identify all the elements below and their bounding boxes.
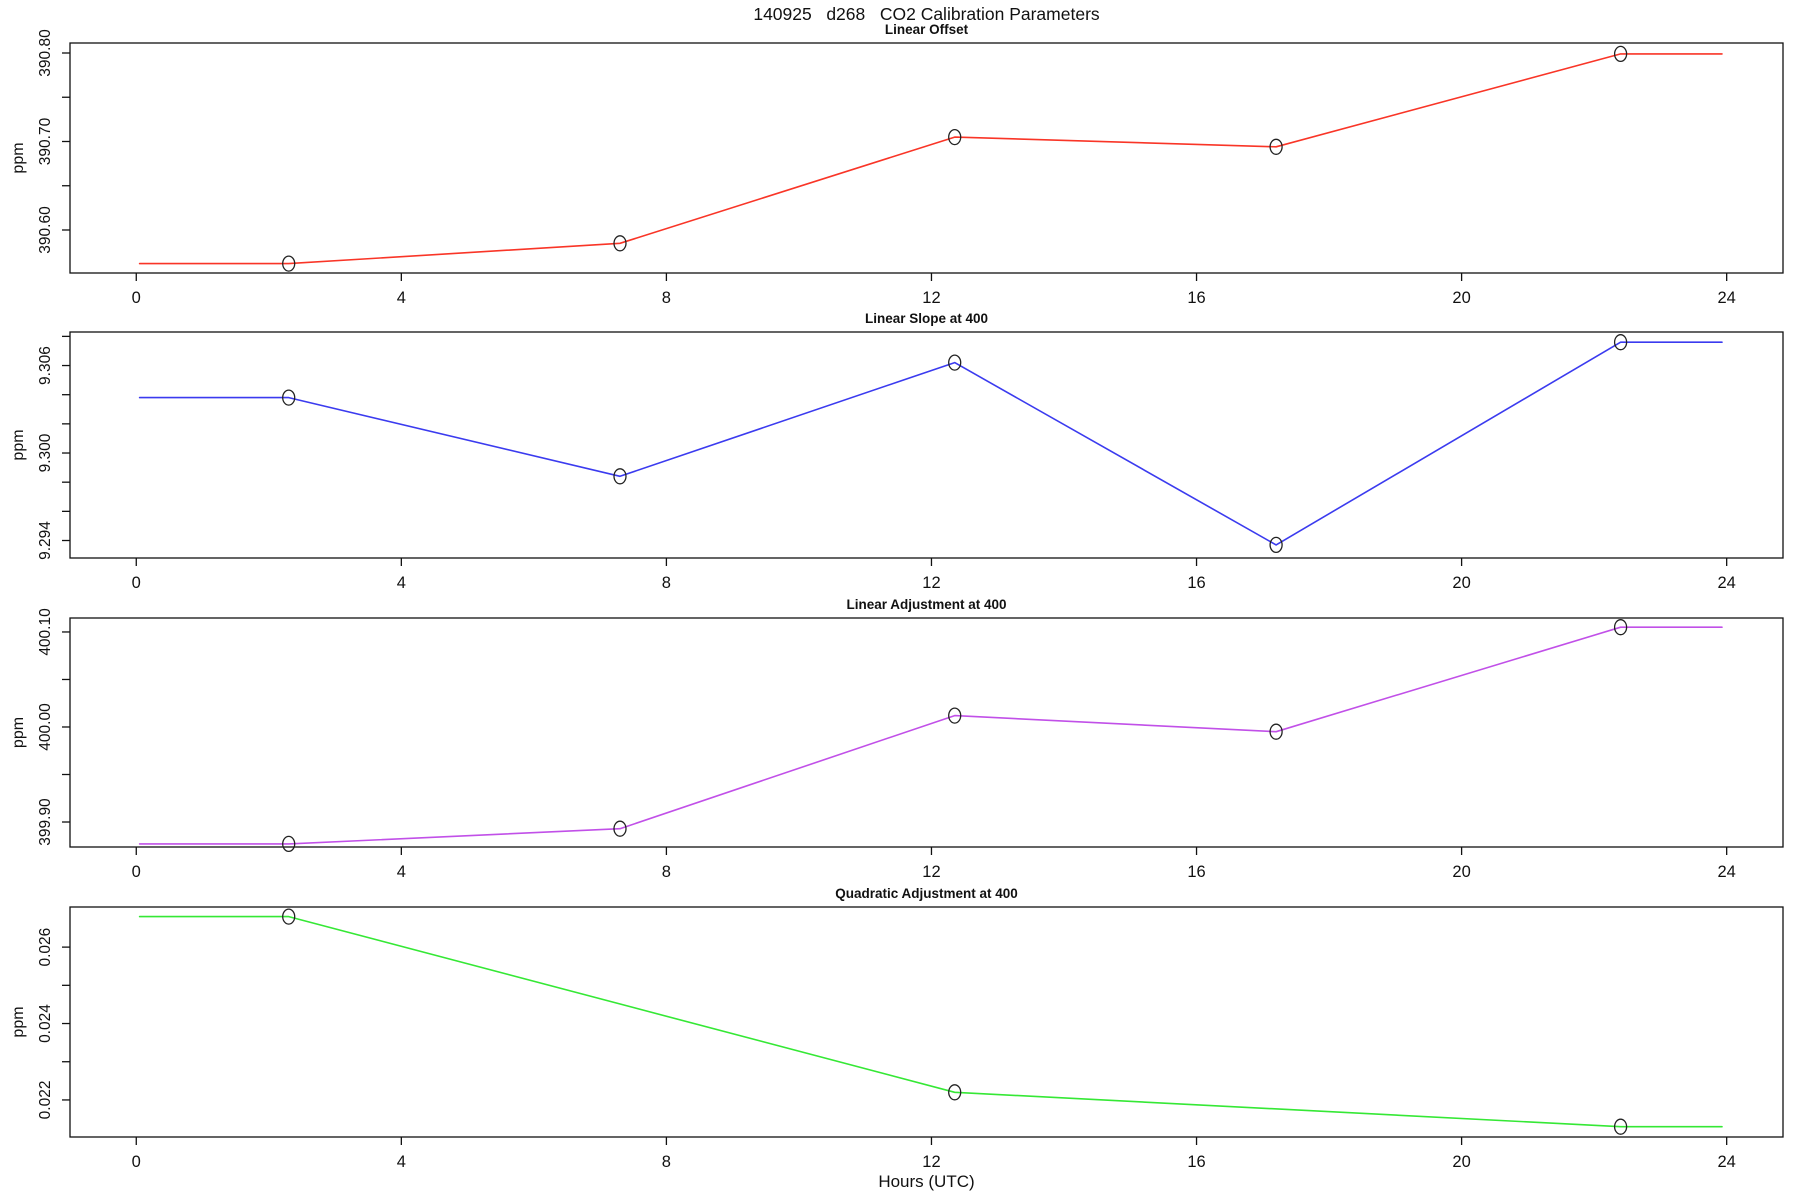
y-tick-label: 9.300 [37,433,54,472]
y-tick-label: 390.70 [37,117,54,165]
data-point-marker [948,1084,962,1101]
x-tick-label: 16 [1187,1153,1205,1171]
y-axis-title: ppm [10,1006,27,1037]
plot-box [69,42,1784,274]
x-tick-label: 24 [1717,863,1735,881]
x-tick-label: 0 [132,863,141,881]
x-axis: 0 4 8 12 16 20 24 [132,1137,1736,1171]
x-tick-label: 4 [397,289,406,307]
x-tick-label: 16 [1187,863,1205,881]
data-point-marker [613,820,627,837]
plot-box [69,617,1784,848]
x-tick-label: 12 [922,574,940,592]
y-axis: 390.60 390.70 390.80 [37,29,70,254]
plot-box [69,331,1784,559]
x-tick-label: 8 [662,1153,671,1171]
data-point-marker [1269,723,1283,740]
data-point-marker [613,468,627,485]
y-tick-label: 0.022 [37,1081,54,1120]
panel-linear-adjustment-at-400: Linear Adjustment at 400 399.90 400.00 400.… [10,597,1784,881]
x-tick-label: 0 [132,574,141,592]
panel-title: Linear Offset [885,22,969,37]
page-title: 140925 d268 CO2 Calibration Parameters [753,4,1100,24]
x-axis: 0 4 8 12 16 20 24 [132,273,1736,307]
data-point-marker [282,389,296,406]
y-tick-label: 399.90 [37,798,54,846]
panel-linear-slope-at-400: Linear Slope at 400 9.294 9.300 9.306 ppm 0 4 8… [10,311,1784,592]
panel-title: Linear Slope at 400 [865,311,988,326]
y-axis-title: ppm [10,429,27,460]
x-tick-label: 0 [132,289,141,307]
x-tick-label: 20 [1452,1153,1470,1171]
x-tick-label: 12 [922,863,940,881]
y-tick-label: 9.294 [37,521,54,560]
x-tick-label: 4 [397,863,406,881]
x-axis: 0 4 8 12 16 20 24 [132,558,1736,592]
y-axis-title: ppm [10,142,27,173]
x-tick-label: 24 [1717,574,1735,592]
x-tick-label: 20 [1452,863,1470,881]
x-tick-label: 20 [1452,574,1470,592]
data-point-marker [1269,536,1283,554]
y-axis: 399.90 400.00 400.10 [37,608,70,846]
y-tick-label: 400.00 [37,703,54,751]
plot-box [69,906,1784,1138]
x-tick-label: 8 [662,574,671,592]
x-tick-label: 16 [1187,289,1205,307]
data-point-marker [1613,45,1628,63]
series-line [138,341,1723,546]
data-point-marker [282,835,296,853]
y-tick-label: 9.306 [37,346,54,385]
x-tick-label: 4 [397,574,406,592]
y-axis: 9.294 9.300 9.306 [37,335,70,560]
panel-linear-offset: Linear Offset 390.60 390.70 390.80 ppm 0 4 8 12 1… [10,22,1784,307]
data-point-marker [948,128,962,146]
series-line [138,53,1723,265]
x-axis: 0 4 8 12 16 20 24 [132,847,1736,881]
y-tick-label: 0.024 [37,1004,54,1043]
data-point-marker [1613,334,1628,351]
x-tick-label: 24 [1717,1153,1735,1171]
y-axis-title: ppm [10,717,27,748]
data-point-marker [282,908,296,925]
data-point-marker [948,354,962,371]
data-point-marker [282,255,296,272]
data-point-marker [1613,619,1628,636]
data-point-marker [613,235,627,252]
panel-quadratic-adjustment-at-400: Quadratic Adjustment at 4000.0220.0240.0… [10,886,1784,1171]
panel-title: Quadratic Adjustment at 400 [835,886,1018,901]
series-line [138,915,1723,1128]
data-point-marker [1613,1118,1628,1135]
data-point-marker [1269,138,1283,155]
y-axis: 0.022 0.024 0.026 [37,928,70,1120]
x-tick-label: 12 [922,1153,940,1171]
y-tick-label: 400.10 [37,608,54,656]
x-tick-label: 16 [1187,574,1205,592]
series-line [138,626,1723,845]
y-tick-label: 390.80 [37,29,54,77]
y-tick-label: 0.026 [37,928,54,967]
y-tick-label: 390.60 [37,206,54,254]
x-tick-label: 12 [922,289,940,307]
x-tick-label: 8 [662,289,671,307]
x-tick-label: 20 [1452,289,1470,307]
x-tick-label: 0 [132,1153,141,1171]
panel-title: Linear Adjustment at 400 [846,597,1006,612]
x-tick-label: 4 [397,1153,406,1171]
x-axis-title: Hours (UTC) [878,1172,975,1191]
data-point-marker [948,707,962,724]
x-tick-label: 8 [662,863,671,881]
x-tick-label: 24 [1717,289,1735,307]
